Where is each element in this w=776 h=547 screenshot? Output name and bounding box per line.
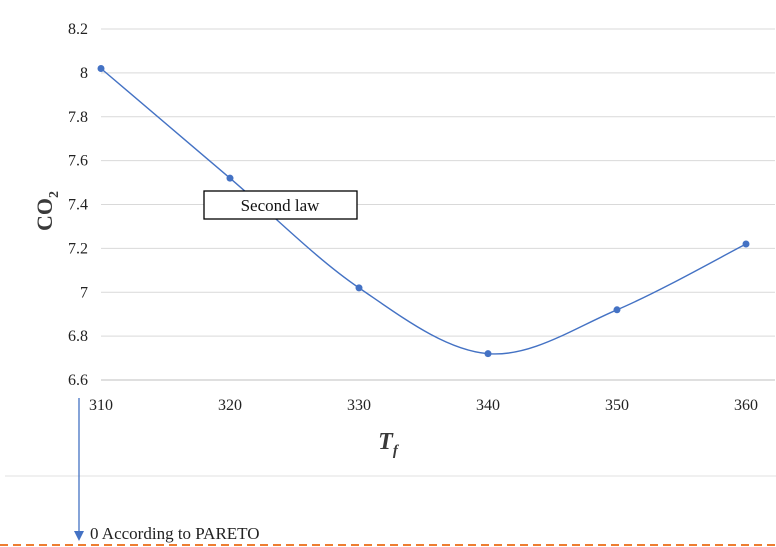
y-tick-label: 7 bbox=[80, 284, 88, 301]
y-tick-label: 8 bbox=[80, 65, 88, 82]
annotation-label: Second law bbox=[241, 196, 321, 215]
x-axis-title: Tf bbox=[378, 429, 400, 459]
data-point bbox=[742, 240, 750, 248]
down-arrow-icon bbox=[74, 398, 84, 541]
y-tick-label: 7.2 bbox=[68, 240, 88, 257]
annotation-box: Second law bbox=[203, 190, 358, 220]
x-tick-label: 350 bbox=[605, 397, 629, 414]
y-tick-labels: 6.6 6.8 7 7.2 7.4 7.6 7.8 8 8.2 bbox=[68, 21, 88, 389]
y-tick-label: 8.2 bbox=[68, 21, 88, 38]
data-point bbox=[613, 306, 621, 314]
data-point bbox=[97, 64, 105, 72]
data-points bbox=[97, 64, 750, 358]
gridlines bbox=[101, 28, 775, 381]
y-tick-label: 7.4 bbox=[68, 197, 88, 214]
x-tick-label: 340 bbox=[476, 397, 500, 414]
y-tick-label: 7.6 bbox=[68, 153, 88, 170]
y-tick-label: 7.8 bbox=[68, 109, 88, 126]
series-line bbox=[100, 67, 747, 355]
y-tick-label: 6.8 bbox=[68, 328, 88, 345]
x-tick-label: 310 bbox=[89, 397, 113, 414]
data-point bbox=[226, 174, 234, 182]
x-tick-label: 330 bbox=[347, 397, 371, 414]
data-point bbox=[355, 284, 363, 292]
x-tick-label: 320 bbox=[218, 397, 242, 414]
y-axis-title: CO2 bbox=[32, 191, 62, 231]
y-tick-label: 6.6 bbox=[68, 372, 88, 389]
x-tick-label: 360 bbox=[734, 397, 758, 414]
pareto-note: 0 According to PARETO bbox=[90, 524, 260, 543]
data-point bbox=[484, 350, 492, 358]
x-tick-labels: 310 320 330 340 350 360 bbox=[89, 397, 758, 414]
